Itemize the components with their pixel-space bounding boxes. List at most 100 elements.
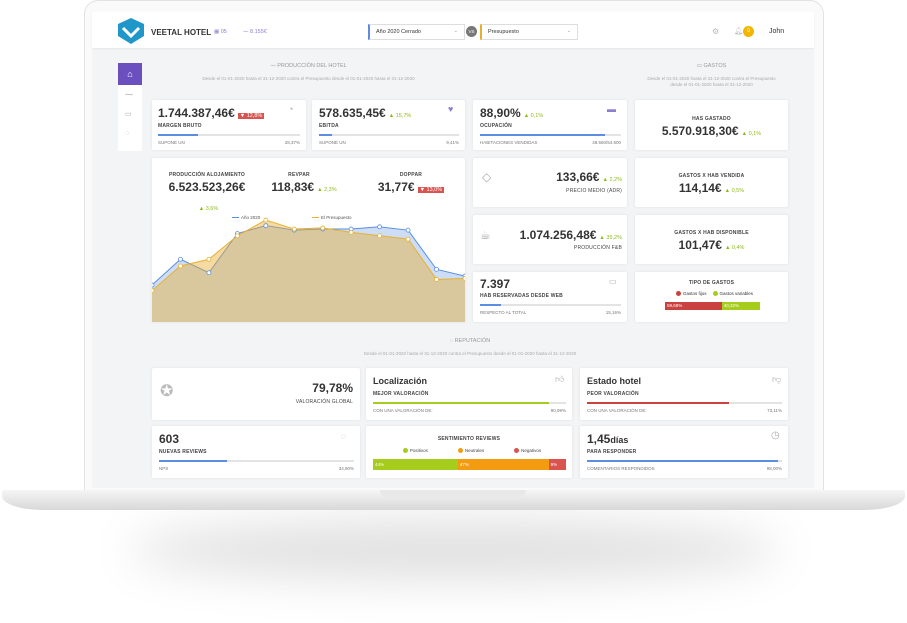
progress [587,460,782,462]
rooms: ▦ 05 [214,29,227,35]
chart-legend: Año 2020 [232,215,260,220]
rep-card [366,368,572,420]
rep-value-text: 1,45 [587,432,611,446]
progress [587,402,782,404]
legend: Positivos Neutrales Negativos [366,448,572,454]
rep-label: PARA RESPONDER [587,449,637,455]
revenue-value: 8.155€ [250,29,267,35]
kpi-icon: ◔ [288,104,294,114]
stacked-bar: 59,68% 40,32% [665,302,760,310]
thumb-down-icon: 👎︎ [772,374,782,384]
kpi-value-text: 88,90% [480,106,521,120]
legend-label: Neutrales [464,448,485,453]
rep-value: 1,45días [587,432,628,446]
notification-badge: 0 [743,26,754,37]
kpi-value-text: 578.635,45€ [319,106,386,120]
side-label: HAB RESERVADAS DESDE WEB [480,293,563,299]
progress [159,460,354,462]
rep-footer-value: 98,00% [766,466,782,471]
nav-chat[interactable]: ◌ [125,130,130,137]
chart-legend: El Presupuesto [312,215,352,220]
side-value-text: 133,66€ [556,170,600,184]
metric-value: 118,83€ ▲ 2,3% [254,180,354,194]
side-value: 1.074.256,48€ ▲ 35,2% [480,228,622,242]
rep-card [152,368,360,420]
kpi-icon: ♥ [448,104,454,114]
point [206,270,212,276]
line [152,219,465,292]
kpi-card [312,100,465,150]
rep-unit: días [610,435,629,445]
metric-label: DOPPAR [399,172,423,178]
nav-folder[interactable]: ▭ [125,111,132,118]
kpi-value-text: 1.744.387,46€ [158,106,235,120]
point [462,275,465,281]
compare-label: Presupuesto [488,29,519,35]
side-card [473,215,627,264]
expense-change: ▲ 0,1% [741,131,762,137]
kpi-icon: ▬ [607,104,616,114]
metric-change: ▼ 13,0% [417,187,445,193]
rep-title: Localización [373,376,428,386]
expense-change: ▲ 0,5% [724,188,745,194]
point [234,233,240,239]
point [434,266,439,272]
line [152,225,465,286]
side-label: PRODUCCIÓN F&B [573,245,622,251]
expense-label: HAS GASTADO [692,116,731,122]
metric-value-text: 31,77€ [377,180,415,194]
point [263,217,269,223]
compare-select[interactable]: Presupuesto ⌄ [480,24,578,40]
section-title: ◌ REPUTACIÓN [449,338,491,344]
point [178,256,183,262]
point [405,236,411,242]
expense-label: GASTOS X HAB VENDIDA [678,173,745,179]
legend-dot [712,291,718,297]
kpi-label: EBITDA [319,123,339,129]
production-title: PRODUCCIÓN DEL HOTEL [277,63,347,69]
thumb-up-icon: 👍︎ [555,374,565,384]
user-name[interactable]: John [769,28,785,35]
side-value: 7.397 [480,277,511,291]
legend-dot [514,448,520,454]
point [405,227,411,233]
nav-chart[interactable]: ⁓ [125,90,133,99]
metric-label: PRODUCCIÓN ALOJAMIENTO [168,172,246,178]
side-value: 133,66€ ▲ 2,2% [480,170,622,184]
point [348,229,354,235]
progress [373,402,566,404]
segment-label: 59,68% [667,303,683,308]
segment-label: 44% [375,462,385,467]
progress [480,304,621,306]
nav-home[interactable]: ⌂ [118,63,142,85]
kpi-footer: HABITACIONES VENDIDAS [480,140,538,145]
segment-label: 9% [550,462,558,467]
laptop-base [2,490,905,510]
rep-footer-value: 73,11% [767,408,782,413]
expense-value: 114,14€ ▲ 0,5% [635,181,788,195]
rep-footer: NPS [159,466,169,471]
clock-icon: ◷ [771,430,780,441]
vs-badge: VS [466,26,477,37]
legend-label: Gastos fijos [682,291,707,296]
kpi-card [473,100,627,150]
expense-value-text: 5.570.918,30€ [661,124,739,138]
chart-card [152,158,465,322]
kpi-value: 578.635,45€ ▲ 15,7% [319,106,411,120]
side-card [473,158,627,207]
legend-label: El Presupuesto [321,215,352,220]
kpi-value: 1.744.387,46€ ▼ 12,8% [158,106,265,120]
stacked-bar: 44% 47% 9% [373,459,566,470]
settings-icon[interactable]: ⚙ [712,27,720,36]
metric-value: 31,77€ ▼ 13,0% [361,180,461,194]
kpi-label: OCUPACIÓN [480,123,512,129]
point [320,225,326,231]
bell-icon[interactable]: 🔔︎ [734,28,743,35]
rep-value: 79,78% [312,381,353,395]
expense-card [635,158,788,207]
award-icon: ✪ [160,383,174,400]
chat-icon: ◌ [341,431,347,441]
kpi-footer-value: 9,41% [446,140,459,145]
rep-footer: CON UNA VALORACIÓN DE: [373,408,433,413]
period-select[interactable]: Año 2020 Cerrado ⌄ [368,24,465,40]
